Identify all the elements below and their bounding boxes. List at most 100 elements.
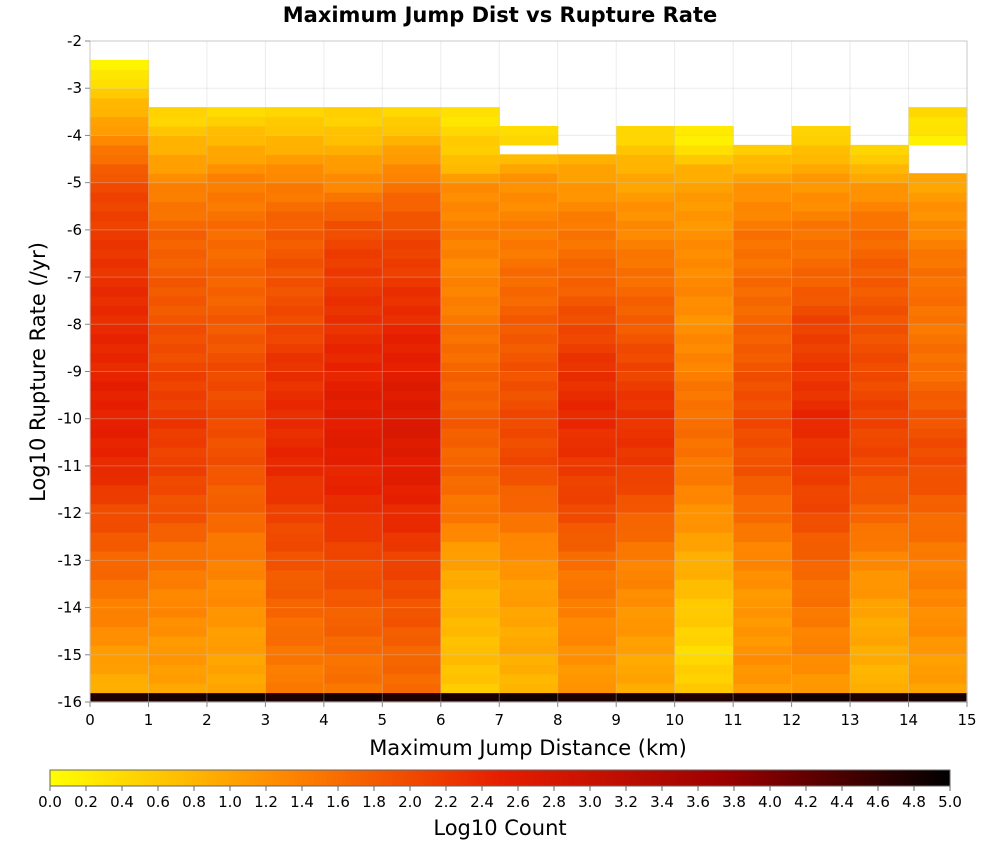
heatmap-cell	[674, 324, 734, 335]
heatmap-cell	[850, 635, 910, 646]
heatmap-cell	[499, 635, 559, 646]
heatmap-cell	[908, 192, 968, 203]
heatmap-cell	[323, 456, 383, 467]
heatmap-cell	[791, 607, 851, 618]
heatmap-cell	[733, 635, 793, 646]
heatmap-cell	[265, 437, 325, 448]
heatmap-cell	[265, 210, 325, 222]
heatmap-cell	[148, 390, 208, 401]
heatmap-cell	[557, 277, 617, 288]
heatmap-cell	[206, 380, 266, 391]
heatmap-cell	[499, 447, 559, 458]
heatmap-cell	[265, 447, 325, 458]
heatmap-cell	[206, 192, 266, 203]
heatmap-cell	[616, 314, 676, 325]
heatmap-cell	[148, 295, 208, 306]
heatmap-cell	[206, 456, 266, 467]
heatmap-cell	[206, 239, 266, 250]
heatmap-cell	[265, 541, 325, 552]
heatmap-cell	[850, 428, 910, 439]
heatmap-cell	[148, 673, 208, 684]
heatmap-cell	[850, 258, 910, 269]
heatmap-cell	[382, 465, 442, 476]
heatmap-cell	[850, 513, 910, 524]
heatmap-cell	[674, 664, 734, 675]
heatmap-cell	[499, 125, 559, 137]
heatmap-cell	[90, 229, 150, 240]
heatmap-cell	[148, 239, 208, 250]
heatmap-cell	[557, 314, 617, 325]
heatmap-cell	[265, 664, 325, 675]
heatmap-cell	[557, 362, 617, 373]
heatmap-cell	[323, 125, 383, 137]
heatmap-cell	[206, 371, 266, 382]
heatmap-cell	[850, 248, 910, 259]
heatmap-cell	[323, 135, 383, 146]
heatmap-cell	[440, 503, 500, 514]
x-tick-label: 10	[665, 711, 684, 729]
heatmap-cell	[265, 192, 325, 203]
heatmap-cell	[908, 295, 968, 306]
heatmap-cell	[90, 239, 150, 250]
heatmap-cell	[616, 683, 676, 694]
x-tick-label: 8	[553, 711, 563, 729]
heatmap-cell	[148, 229, 208, 240]
heatmap-cell	[674, 286, 734, 297]
heatmap-cell	[90, 550, 150, 561]
heatmap-cell	[616, 664, 676, 675]
heatmap-cell	[733, 503, 793, 514]
heatmap-cell	[733, 645, 793, 656]
heatmap-cell	[499, 503, 559, 514]
heatmap-cell	[265, 522, 325, 533]
heatmap-cell	[148, 192, 208, 203]
heatmap-cell	[850, 522, 910, 533]
heatmap-cell	[440, 418, 500, 429]
heatmap-cell	[499, 248, 559, 259]
heatmap-cell	[791, 229, 851, 240]
heatmap-cell	[557, 437, 617, 448]
heatmap-cell	[265, 333, 325, 344]
heatmap-cell	[557, 182, 617, 193]
heatmap-cell	[850, 229, 910, 240]
heatmap-cell	[440, 456, 500, 467]
heatmap-cell	[850, 683, 910, 694]
x-tick-label: 11	[724, 711, 743, 729]
heatmap-cell	[557, 664, 617, 675]
heatmap-cell	[908, 428, 968, 439]
heatmap-cell	[90, 532, 150, 543]
heatmap-cell	[557, 579, 617, 590]
heatmap-cell	[908, 258, 968, 269]
heatmap-cell	[499, 399, 559, 410]
heatmap-cell	[733, 569, 793, 580]
heatmap-cell	[616, 484, 676, 495]
heatmap-cell	[382, 248, 442, 259]
heatmap-cell	[908, 664, 968, 675]
heatmap-cell	[323, 182, 383, 193]
heatmap-cell	[791, 220, 851, 231]
heatmap-cell	[733, 182, 793, 193]
heatmap-cell	[323, 598, 383, 609]
heatmap-cell	[440, 475, 500, 486]
heatmap-cell	[908, 654, 968, 665]
heatmap-cell	[265, 598, 325, 609]
heatmap-cell	[440, 125, 500, 137]
heatmap-cell	[674, 598, 734, 609]
y-tick-label: -9	[67, 363, 82, 381]
heatmap-cell	[148, 135, 208, 146]
heatmap-cell	[499, 371, 559, 382]
colorbar-tick-label: 1.4	[290, 793, 314, 811]
heatmap-cell	[557, 550, 617, 561]
heatmap-cell	[499, 362, 559, 373]
heatmap-cell	[733, 258, 793, 269]
heatmap-cell	[791, 447, 851, 458]
heatmap-cell	[90, 333, 150, 344]
heatmap-cell	[616, 569, 676, 580]
colorbar-tick-label: 5.0	[938, 793, 962, 811]
colorbar-tick-label: 4.8	[902, 793, 926, 811]
heatmap-cell	[90, 428, 150, 439]
heatmap-cell	[791, 484, 851, 495]
heatmap-cell	[90, 125, 150, 137]
heatmap-cell	[674, 447, 734, 458]
heatmap-cell	[616, 617, 676, 628]
heatmap-cell	[674, 456, 734, 467]
